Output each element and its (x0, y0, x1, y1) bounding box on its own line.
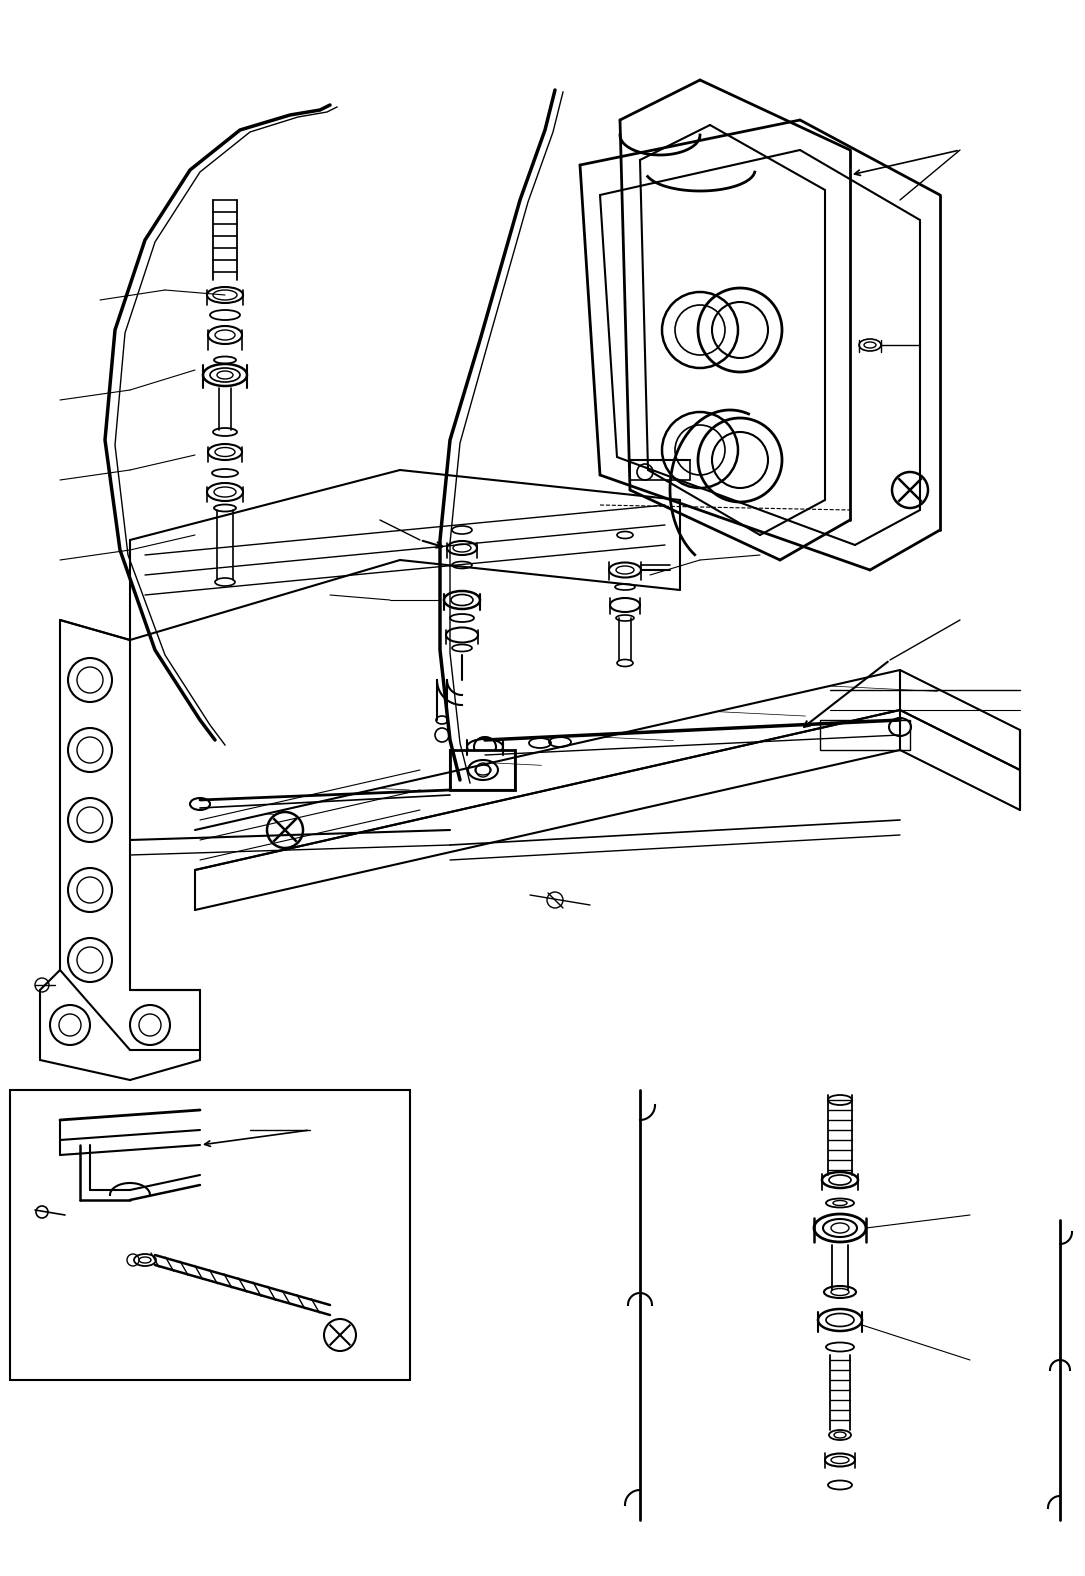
Bar (820, 720, 910, 750)
Circle shape (267, 812, 303, 848)
Circle shape (892, 471, 928, 507)
Circle shape (324, 1319, 356, 1351)
Bar (10, 1091, 410, 1381)
Bar (630, 460, 690, 481)
Bar (450, 750, 515, 790)
